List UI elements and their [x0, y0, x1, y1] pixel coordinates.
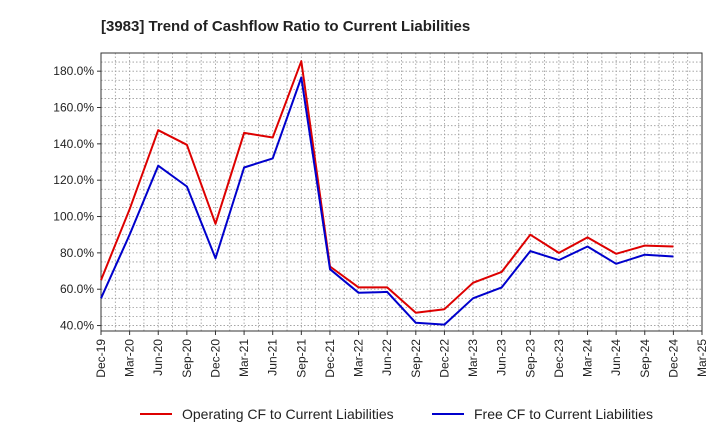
legend-label-operating-cf: Operating CF to Current Liabilities: [182, 406, 394, 422]
x-tick-label: Jun-20: [151, 339, 165, 376]
series-line-free-cf: [100, 76, 674, 326]
x-tick-label: Jun-23: [495, 339, 509, 376]
y-tick-label: 180.0%: [53, 64, 94, 78]
x-tick-label: Dec-23: [552, 339, 566, 378]
y-tick-label: 160.0%: [53, 101, 94, 115]
x-tick-label: Sep-24: [638, 339, 652, 378]
chart-title: [3983] Trend of Cashflow Ratio to Curren…: [101, 18, 470, 35]
legend: Operating CF to Current Liabilities Free…: [140, 406, 653, 422]
y-tick-label: 60.0%: [60, 282, 94, 296]
series-line-operating-cf: [100, 60, 674, 314]
x-tick-label: Mar-25: [695, 339, 709, 377]
grid-lines: [101, 52, 702, 331]
y-tick-label: 120.0%: [53, 173, 94, 187]
x-tick-label: Sep-20: [180, 339, 194, 378]
x-tick-label: Mar-20: [123, 339, 137, 377]
x-tick-label: Mar-23: [466, 339, 480, 377]
y-axis: 40.0% 60.0% 80.0% 100.0% 120.0% 140.0% 160.0% 1…: [53, 64, 101, 333]
x-tick-label: Dec-24: [666, 339, 680, 378]
x-tick-label: Jun-21: [266, 339, 280, 376]
x-tick-label: Sep-23: [523, 339, 537, 378]
x-tick-label: Dec-21: [323, 339, 337, 378]
x-tick-label: Dec-19: [94, 339, 108, 378]
y-tick-label: 40.0%: [60, 319, 94, 333]
plot-area: [100, 52, 703, 332]
y-tick-label: 100.0%: [53, 210, 94, 224]
x-tick-label: Sep-22: [409, 339, 423, 378]
x-tick-label: Jun-22: [380, 339, 394, 376]
series-group: [100, 60, 674, 326]
x-tick-label: Jun-24: [609, 339, 623, 376]
x-axis: Dec-19 Mar-20 Jun-20 Sep-20 Dec-20 Mar-21 Jun-…: [94, 331, 709, 378]
x-tick-label: Mar-22: [352, 339, 366, 377]
x-tick-label: Mar-21: [237, 339, 251, 377]
y-tick-label: 140.0%: [53, 137, 94, 151]
x-tick-label: Sep-21: [294, 339, 308, 378]
x-tick-label: Mar-24: [581, 339, 595, 377]
x-tick-label: Dec-22: [437, 339, 451, 378]
y-tick-label: 80.0%: [60, 246, 94, 260]
x-tick-label: Dec-20: [208, 339, 222, 378]
legend-label-free-cf: Free CF to Current Liabilities: [474, 406, 653, 422]
